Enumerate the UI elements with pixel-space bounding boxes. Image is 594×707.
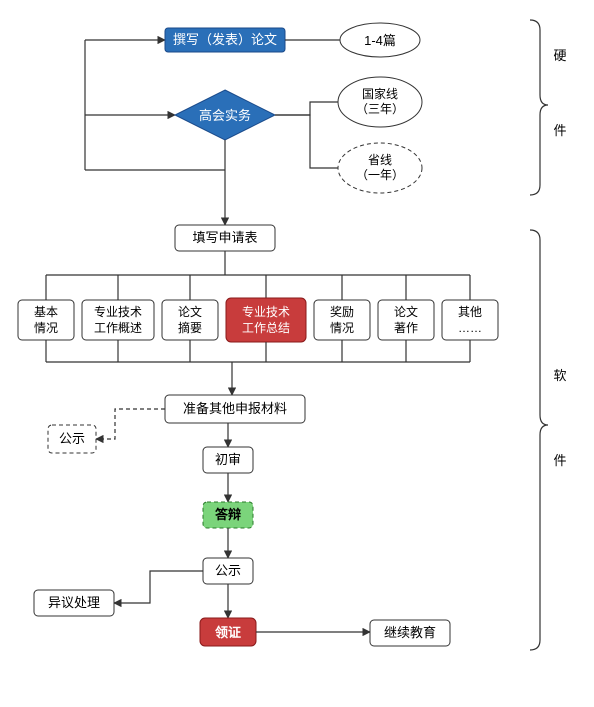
label-hard-2: 件 <box>553 123 566 138</box>
label-cat6-1: 论文 <box>394 304 418 319</box>
edge-prepare-pub1 <box>96 409 165 439</box>
label-hard-1: 硬 <box>553 48 566 63</box>
node-cat5: 奖励 情况 <box>314 300 370 340</box>
label-fill-form: 填写申请表 <box>192 230 257 245</box>
label-cat7-2: …… <box>458 321 482 335</box>
edge-pub2-objection <box>114 571 203 603</box>
label-province-1: 省线 <box>368 153 392 167</box>
label-cat2-1: 专业技术 <box>94 304 142 319</box>
label-province-2: （一年） <box>356 168 404 182</box>
node-cat3: 论文 摘要 <box>162 300 218 340</box>
label-cat4-2: 工作总结 <box>242 321 290 335</box>
label-prepare: 准备其他申报材料 <box>183 401 287 416</box>
label-cat7-1: 其他 <box>458 305 482 319</box>
label-cat5-2: 情况 <box>330 321 354 335</box>
label-papers-count: 1-4篇 <box>364 33 396 48</box>
node-cat4: 专业技术 工作总结 <box>226 298 306 342</box>
label-publicity2: 公示 <box>215 563 241 578</box>
label-cat3-2: 摘要 <box>178 320 202 335</box>
label-cat6-2: 著作 <box>394 321 418 335</box>
label-soft-1: 软 <box>553 368 566 383</box>
node-cat6: 论文 著作 <box>378 300 434 340</box>
label-certificate: 领证 <box>215 625 241 640</box>
label-defense: 答辩 <box>215 507 241 522</box>
label-publicity1: 公示 <box>59 431 85 446</box>
label-cat5-1: 奖励 <box>330 305 354 319</box>
label-objection: 异议处理 <box>48 595 100 610</box>
edge-exam-province <box>275 115 338 168</box>
label-continue-edu: 继续教育 <box>384 625 436 640</box>
label-cat1-1: 基本 <box>34 305 58 319</box>
label-exam: 高会实务 <box>199 108 251 123</box>
brace-soft <box>530 230 548 650</box>
label-cat4-1: 专业技术 <box>242 304 290 319</box>
node-cat1: 基本 情况 <box>18 300 74 340</box>
label-write-paper: 撰写（发表）论文 <box>173 32 277 47</box>
brace-hard <box>530 20 548 195</box>
label-cat1-2: 情况 <box>34 321 58 335</box>
label-first-review: 初审 <box>215 452 241 467</box>
label-cat3-1: 论文 <box>178 304 202 319</box>
node-cat2: 专业技术 工作概述 <box>82 300 154 340</box>
edge-exam-national <box>275 102 338 115</box>
node-cat7: 其他 …… <box>442 300 498 340</box>
label-soft-2: 件 <box>553 453 566 468</box>
label-cat2-2: 工作概述 <box>94 321 142 335</box>
label-national-2: （三年） <box>356 102 404 116</box>
label-national-1: 国家线 <box>362 86 398 101</box>
